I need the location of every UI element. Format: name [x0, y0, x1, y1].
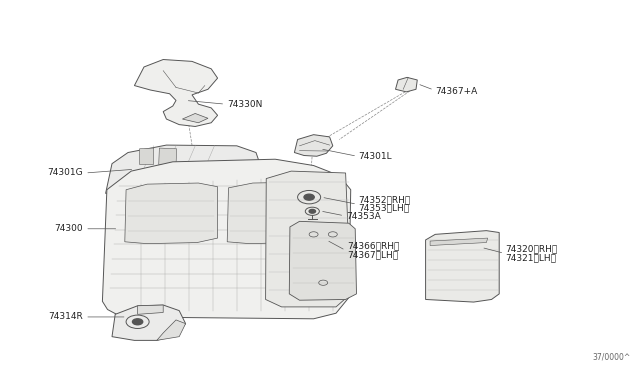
Text: 74367〈LH〉: 74367〈LH〉 — [347, 250, 398, 259]
Polygon shape — [138, 305, 163, 314]
Text: 74330N: 74330N — [227, 100, 262, 109]
Polygon shape — [102, 159, 351, 319]
Polygon shape — [227, 182, 315, 244]
Circle shape — [304, 194, 314, 200]
Polygon shape — [112, 305, 186, 340]
Text: 74321〈LH〉: 74321〈LH〉 — [506, 253, 557, 262]
Text: 74314R: 74314R — [49, 312, 83, 321]
Text: 74352〈RH〉: 74352〈RH〉 — [358, 196, 411, 205]
Polygon shape — [106, 145, 259, 193]
Text: 74367+A: 74367+A — [435, 87, 477, 96]
Text: 74300: 74300 — [54, 224, 83, 233]
Text: 74353A: 74353A — [346, 212, 381, 221]
Text: 74366〈RH〉: 74366〈RH〉 — [347, 242, 399, 251]
Text: 74301L: 74301L — [358, 153, 392, 161]
Polygon shape — [134, 60, 218, 126]
Circle shape — [309, 209, 316, 213]
Text: 74301G: 74301G — [47, 169, 83, 177]
Polygon shape — [159, 148, 177, 165]
Polygon shape — [266, 171, 351, 307]
Circle shape — [132, 319, 143, 325]
Polygon shape — [140, 148, 154, 164]
Polygon shape — [289, 221, 356, 300]
Polygon shape — [426, 231, 499, 302]
Text: 74353〈LH〉: 74353〈LH〉 — [358, 204, 410, 213]
Polygon shape — [182, 113, 208, 123]
Polygon shape — [430, 238, 488, 246]
Polygon shape — [157, 320, 186, 340]
Polygon shape — [125, 183, 218, 244]
Text: 37/0000^: 37/0000^ — [592, 353, 630, 362]
Text: 74320〈RH〉: 74320〈RH〉 — [506, 245, 558, 254]
Polygon shape — [396, 77, 417, 92]
Polygon shape — [294, 135, 333, 156]
